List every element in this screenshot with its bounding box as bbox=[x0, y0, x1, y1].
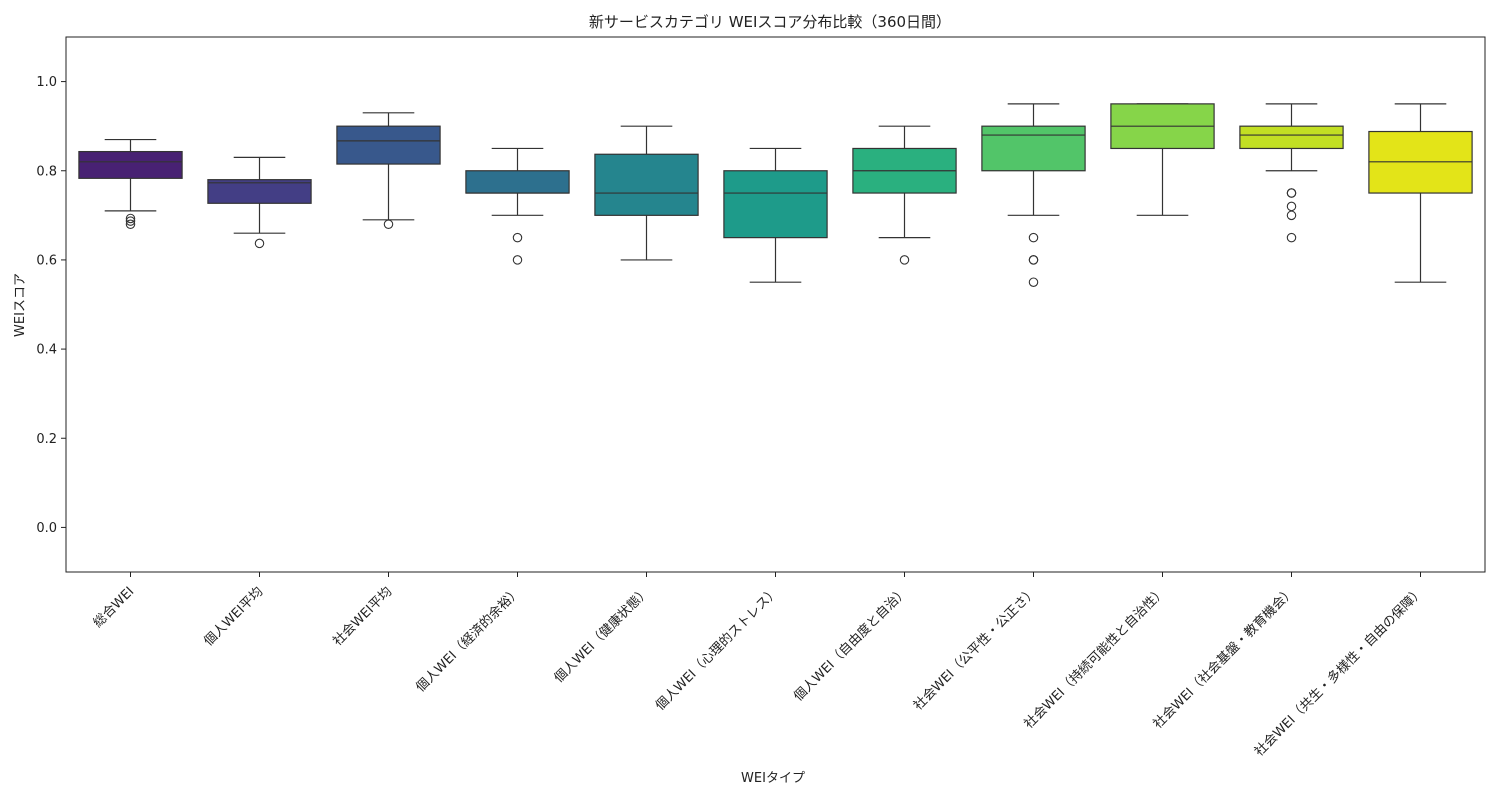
outlier-point bbox=[1286, 188, 1297, 198]
box-group bbox=[207, 156, 312, 249]
box-iqr bbox=[336, 125, 441, 165]
box-group bbox=[594, 125, 699, 261]
y-tick-label: 0.2 bbox=[36, 432, 57, 447]
outlier-point bbox=[125, 216, 136, 226]
outlier-point bbox=[512, 255, 523, 265]
box-iqr bbox=[207, 179, 312, 204]
box-iqr bbox=[594, 153, 699, 216]
box-group bbox=[336, 112, 441, 230]
box-iqr bbox=[78, 150, 183, 179]
outlier-point bbox=[1028, 232, 1039, 243]
box-group bbox=[852, 125, 957, 265]
box-group bbox=[465, 147, 570, 265]
y-axis-label: WEIスコア bbox=[13, 273, 28, 337]
box-iqr bbox=[1239, 125, 1344, 150]
box-iqr bbox=[981, 125, 1086, 172]
boxes-layer bbox=[78, 103, 1473, 287]
outlier-point bbox=[1286, 201, 1297, 212]
box-group bbox=[1368, 103, 1473, 283]
outlier-point bbox=[512, 232, 523, 243]
x-axis-label: WEIタイプ bbox=[741, 771, 805, 786]
box-group bbox=[1239, 103, 1344, 243]
box-group bbox=[78, 138, 183, 230]
box-iqr bbox=[465, 170, 570, 194]
outlier-point bbox=[254, 238, 265, 249]
y-tick-label: 0.6 bbox=[36, 253, 57, 268]
outlier-point bbox=[125, 213, 136, 224]
box-group bbox=[981, 103, 1086, 287]
y-tick-label: 1.0 bbox=[36, 75, 57, 90]
y-axis: 0.0 0.2 0.4 0.6 0.8 1.0 bbox=[36, 75, 66, 536]
y-tick-label: 0.0 bbox=[36, 521, 57, 536]
y-tick-label: 0.4 bbox=[36, 343, 57, 358]
chart-title: 新サービスカテゴリ WEIスコア分布比較（360日間） bbox=[589, 13, 951, 31]
outlier-point bbox=[125, 219, 136, 230]
outlier-point bbox=[1028, 277, 1039, 287]
y-tick-label: 0.8 bbox=[36, 164, 57, 179]
plot-frame bbox=[65, 36, 1486, 573]
outlier-point bbox=[1028, 255, 1039, 265]
box-group bbox=[723, 147, 828, 283]
box-group bbox=[1110, 103, 1215, 216]
outlier-point bbox=[383, 219, 394, 230]
outlier-point bbox=[1286, 232, 1297, 243]
outlier-point bbox=[899, 255, 910, 265]
box-iqr bbox=[723, 170, 828, 239]
